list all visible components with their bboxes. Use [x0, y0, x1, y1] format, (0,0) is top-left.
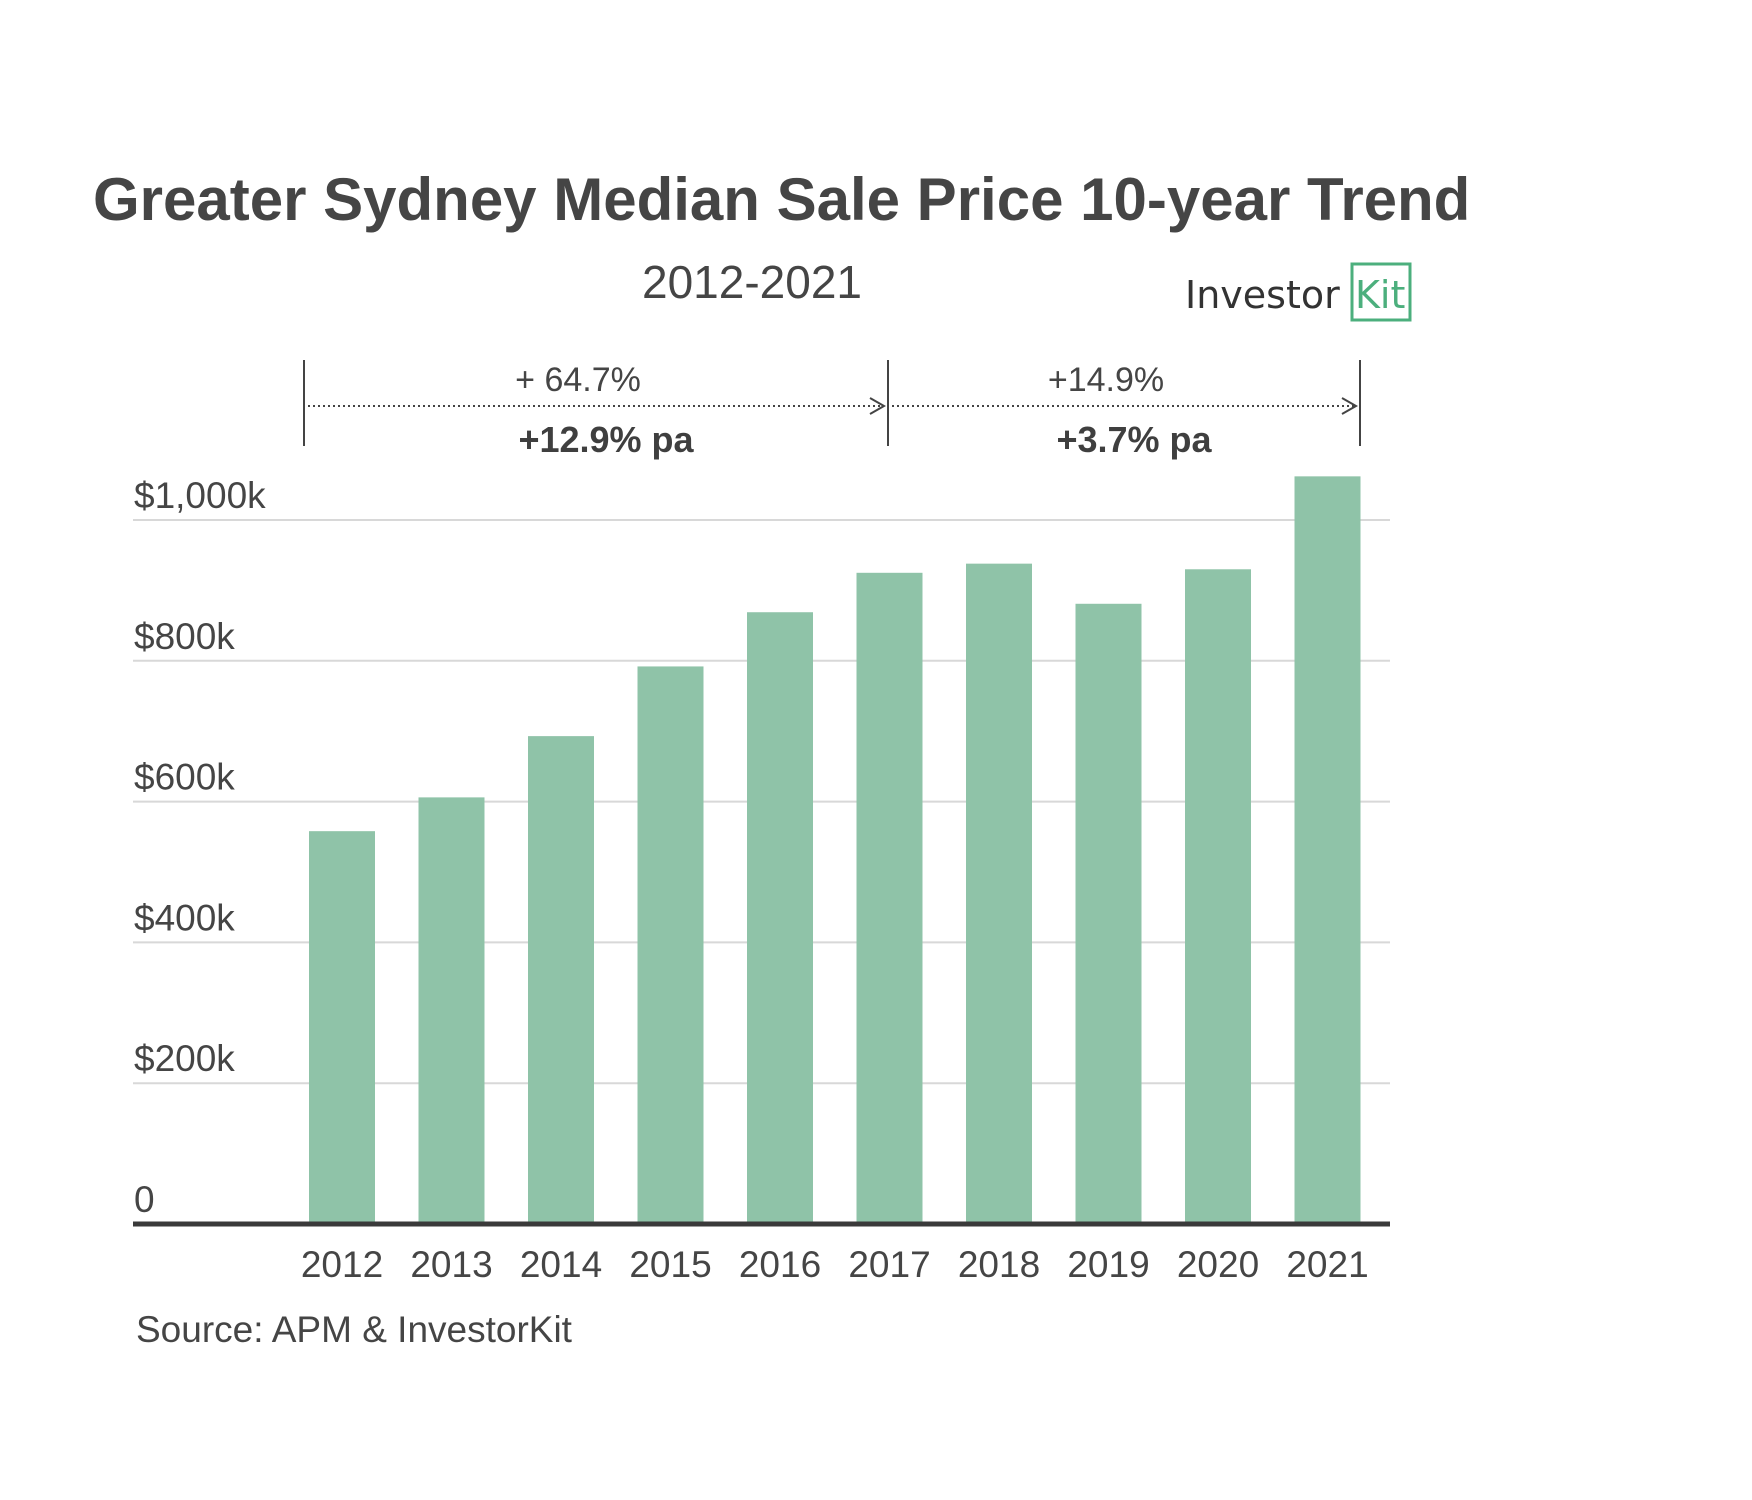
x-tick-label: 2018: [958, 1244, 1040, 1285]
x-tick-label: 2015: [629, 1244, 711, 1285]
x-tick-label: 2016: [739, 1244, 821, 1285]
growth-annotation-2: +14.9% +3.7% pa: [892, 360, 1361, 460]
logo-accent-text: Kit: [1355, 273, 1405, 317]
bar-2012: [309, 831, 375, 1224]
logo-text: Investor: [1185, 273, 1340, 317]
bar-2020: [1185, 569, 1251, 1224]
x-tick-label: 2017: [848, 1244, 930, 1285]
y-tick-label: $200k: [134, 1038, 235, 1079]
growth-total-label: +14.9%: [1048, 361, 1164, 399]
x-tick-label: 2020: [1177, 1244, 1259, 1285]
x-tick-label: 2013: [410, 1244, 492, 1285]
y-tick-label: $600k: [134, 757, 235, 798]
y-tick-label: $800k: [134, 616, 235, 657]
bars: [309, 476, 1361, 1224]
arrow-head: [1341, 397, 1359, 415]
source-note: Source: APM & InvestorKit: [136, 1309, 573, 1350]
growth-total-label: + 64.7%: [515, 361, 641, 399]
investorkit-logo: Investor Kit: [1185, 262, 1412, 322]
y-axis-ticks: 0 $200k $400k $600k $800k $1,000k: [134, 475, 266, 1220]
bar-2015: [637, 666, 704, 1224]
chart-title: Greater Sydney Median Sale Price 10-year…: [93, 166, 1470, 233]
bar-2018: [966, 563, 1032, 1224]
bar-2021: [1294, 476, 1361, 1224]
y-tick-label: $400k: [134, 897, 235, 938]
growth-pa-label: +12.9% pa: [518, 419, 694, 460]
x-tick-label: 2019: [1067, 1244, 1149, 1285]
x-tick-label: 2012: [301, 1244, 383, 1285]
bar-2013: [418, 797, 485, 1224]
y-tick-label: $1,000k: [134, 475, 266, 516]
x-tick-label: 2021: [1286, 1244, 1368, 1285]
bar-2017: [856, 572, 923, 1224]
logo-frame: [1350, 262, 1412, 322]
y-tick-label: 0: [134, 1179, 155, 1220]
bar-2019: [1075, 603, 1142, 1224]
bar-2014: [528, 736, 594, 1224]
x-tick-label: 2014: [520, 1244, 602, 1285]
growth-annotations: + 64.7% +12.9% pa +14.9% +3.7% pa: [303, 360, 1361, 460]
chart-subtitle: 2012-2021: [642, 256, 862, 308]
x-axis-ticks: 2012 2013 2014 2015 2016 2017 2018 2019 2020 2021: [301, 1244, 1369, 1285]
bar-2016: [747, 612, 813, 1224]
growth-annotation-1: + 64.7% +12.9% pa: [303, 360, 889, 460]
growth-pa-label: +3.7% pa: [1056, 419, 1212, 460]
arrow-head: [869, 397, 887, 415]
